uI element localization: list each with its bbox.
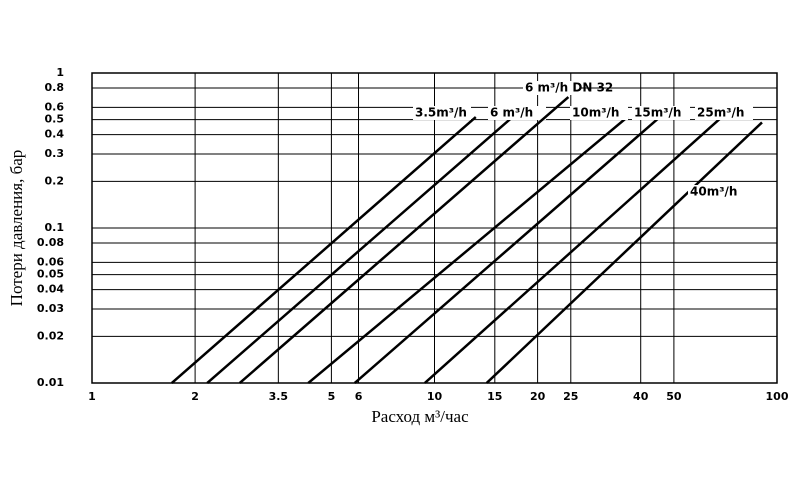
x-tick-label: 10 bbox=[427, 390, 443, 403]
x-tick-label: 1 bbox=[88, 390, 96, 403]
line-label: 40m³/h bbox=[690, 185, 737, 199]
data-line bbox=[485, 121, 763, 384]
y-tick-label: 0.3 bbox=[45, 147, 65, 160]
label-bg bbox=[695, 106, 753, 120]
x-tick-label: 20 bbox=[530, 390, 546, 403]
label-bg bbox=[488, 106, 546, 120]
line-label: 3.5m³/h bbox=[415, 106, 467, 120]
x-tick-label: 2 bbox=[191, 390, 199, 403]
y-tick-label: 0.03 bbox=[37, 302, 64, 315]
y-tick-label: 0.04 bbox=[37, 283, 64, 296]
data-line bbox=[170, 116, 477, 384]
data-line bbox=[238, 96, 570, 384]
label-bg bbox=[688, 185, 746, 199]
y-tick-label: 0.08 bbox=[37, 236, 64, 249]
line-label: 6 m³/h bbox=[490, 106, 533, 120]
y-tick-label: 0.05 bbox=[37, 268, 64, 281]
x-axis-title: Расход м³/час bbox=[371, 407, 469, 426]
x-tick-label: 100 bbox=[766, 390, 789, 403]
line-label: 25m³/h bbox=[697, 106, 744, 120]
data-line bbox=[353, 116, 661, 384]
data-line bbox=[206, 116, 514, 384]
y-tick-label: 0.1 bbox=[45, 221, 65, 234]
y-tick-label: 0.8 bbox=[45, 81, 65, 94]
label-bg bbox=[632, 106, 690, 120]
y-tick-label: 0.6 bbox=[45, 100, 65, 113]
y-tick-label: 0.06 bbox=[37, 255, 64, 268]
line-label: 6 m³/h DN 32 bbox=[525, 81, 613, 95]
x-tick-label: 25 bbox=[563, 390, 578, 403]
y-tick-label: 1 bbox=[56, 66, 64, 79]
y-tick-label: 0.5 bbox=[45, 113, 65, 126]
y-tick-label: 0.4 bbox=[45, 128, 65, 141]
label-bg bbox=[413, 106, 471, 120]
label-bg bbox=[570, 106, 628, 120]
x-tick-label: 40 bbox=[633, 390, 649, 403]
label-bg bbox=[523, 81, 581, 95]
x-tick-label: 6 bbox=[355, 390, 363, 403]
line-label: 10m³/h bbox=[572, 106, 619, 120]
x-tick-label: 50 bbox=[666, 390, 682, 403]
x-tick-label: 15 bbox=[487, 390, 502, 403]
data-line bbox=[307, 116, 629, 384]
y-tick-label: 0.01 bbox=[37, 376, 64, 389]
y-tick-label: 0.02 bbox=[37, 329, 64, 342]
data-line bbox=[423, 116, 723, 384]
x-tick-label: 3.5 bbox=[269, 390, 289, 403]
y-tick-label: 0.2 bbox=[45, 174, 65, 187]
x-tick-label: 5 bbox=[328, 390, 336, 403]
y-axis-title: Потери давления, бар bbox=[7, 150, 26, 307]
line-label: 15m³/h bbox=[634, 106, 681, 120]
